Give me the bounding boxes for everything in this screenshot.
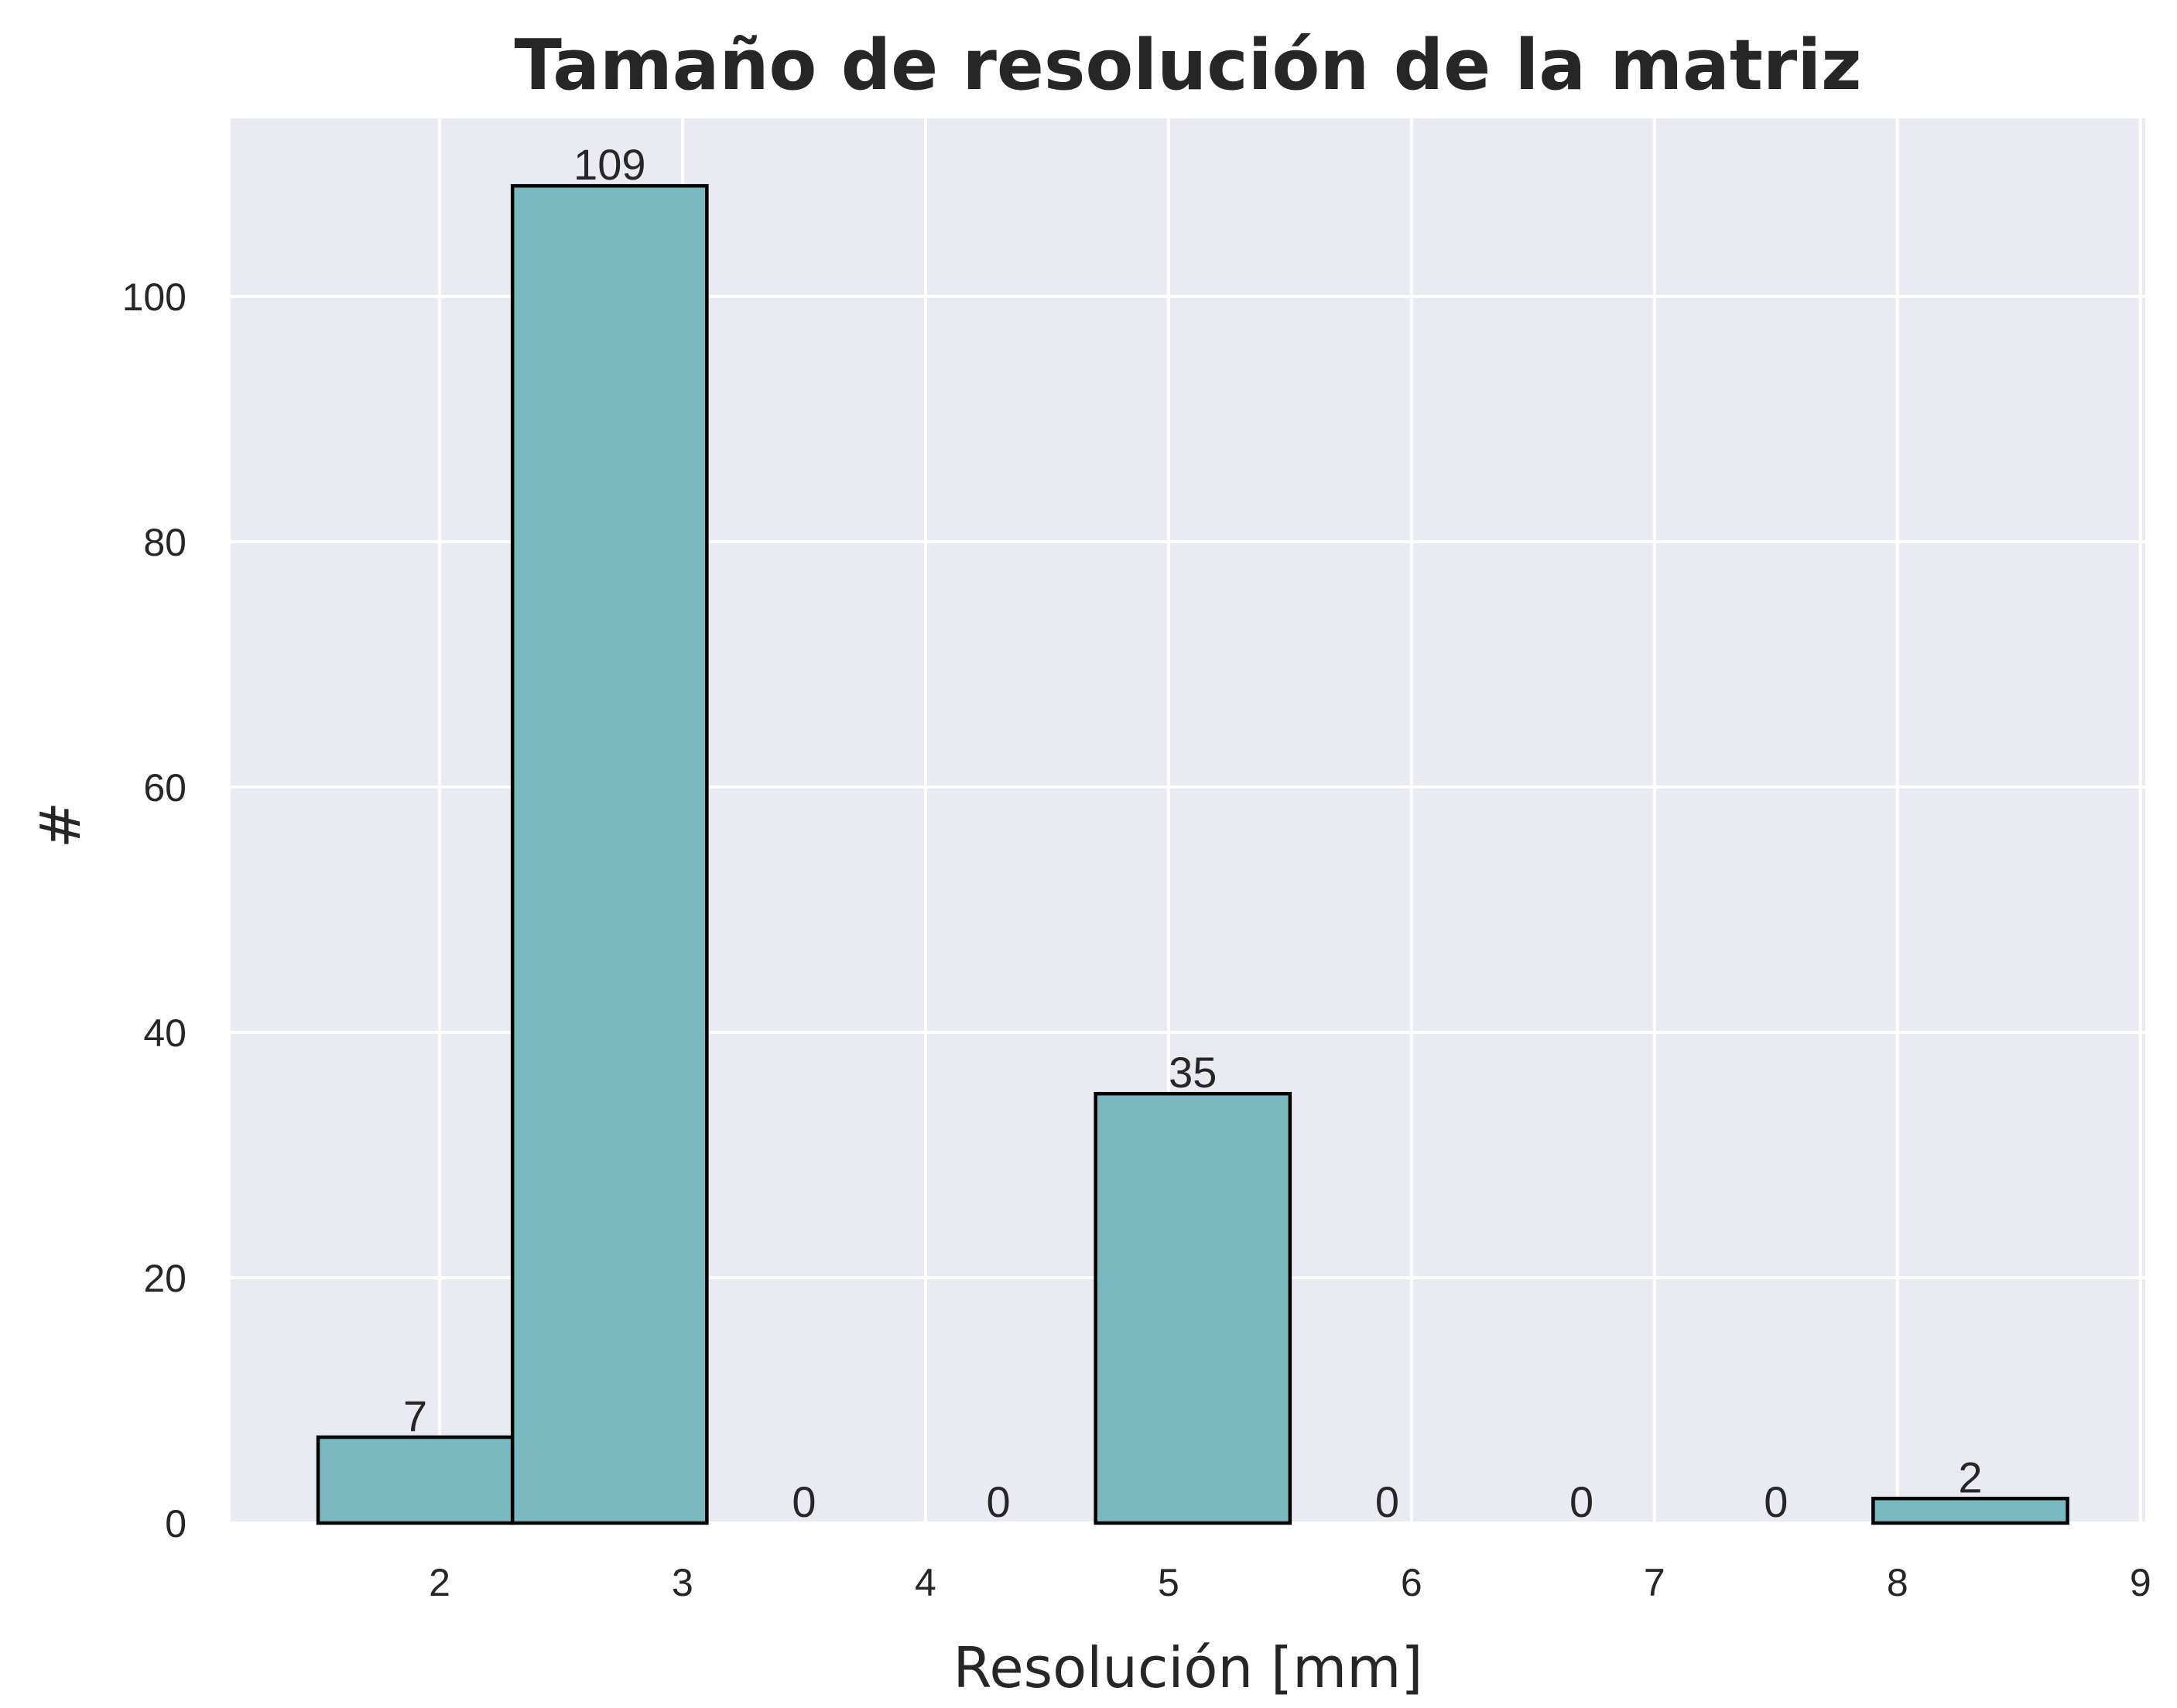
y-axis-label: #	[28, 802, 93, 848]
bar-value-label: 0	[1375, 1477, 1399, 1526]
x-tick-label: 5	[1158, 1561, 1179, 1604]
bar-value-label: 0	[792, 1477, 816, 1526]
y-tick-label: 20	[143, 1257, 187, 1300]
bar-value-label: 2	[1958, 1453, 1982, 1501]
bar-value-label: 0	[1764, 1477, 1788, 1526]
y-tick-labels: 0 20 40 60 80 100	[122, 276, 187, 1545]
y-tick-label: 80	[143, 521, 187, 564]
bar-value-label: 0	[1569, 1477, 1593, 1526]
y-tick-label: 60	[143, 766, 187, 810]
chart-title: Tamaño de resolución de la matriz	[514, 25, 1861, 106]
bar-value-label: 109	[573, 140, 645, 189]
x-axis-label: Resolución [mm]	[953, 1635, 1423, 1700]
bar-value-label: 0	[987, 1477, 1011, 1526]
x-tick-label: 6	[1401, 1561, 1422, 1604]
histogram-bar	[316, 1435, 515, 1525]
bar-value-label: 35	[1169, 1048, 1217, 1097]
y-tick-label: 100	[122, 276, 187, 319]
y-tick-label: 0	[165, 1502, 187, 1545]
x-tick-label: 4	[915, 1561, 936, 1604]
x-tick-label: 2	[429, 1561, 450, 1604]
x-tick-label: 7	[1644, 1561, 1665, 1604]
bar-value-label: 7	[403, 1391, 427, 1440]
histogram-bar	[1871, 1497, 2069, 1525]
x-tick-label: 9	[2130, 1561, 2151, 1604]
x-tick-labels: 2 3 4 5 6 7 8 9	[429, 1561, 2151, 1604]
data-labels: 7 109 0 0 35 0 0 0 2	[403, 140, 1982, 1526]
x-tick-label: 3	[672, 1561, 693, 1604]
x-tick-label: 8	[1887, 1561, 1908, 1604]
histogram-bar	[510, 183, 709, 1525]
bars	[316, 183, 2069, 1525]
y-tick-label: 40	[143, 1011, 187, 1055]
histogram-bar	[1094, 1091, 1292, 1525]
